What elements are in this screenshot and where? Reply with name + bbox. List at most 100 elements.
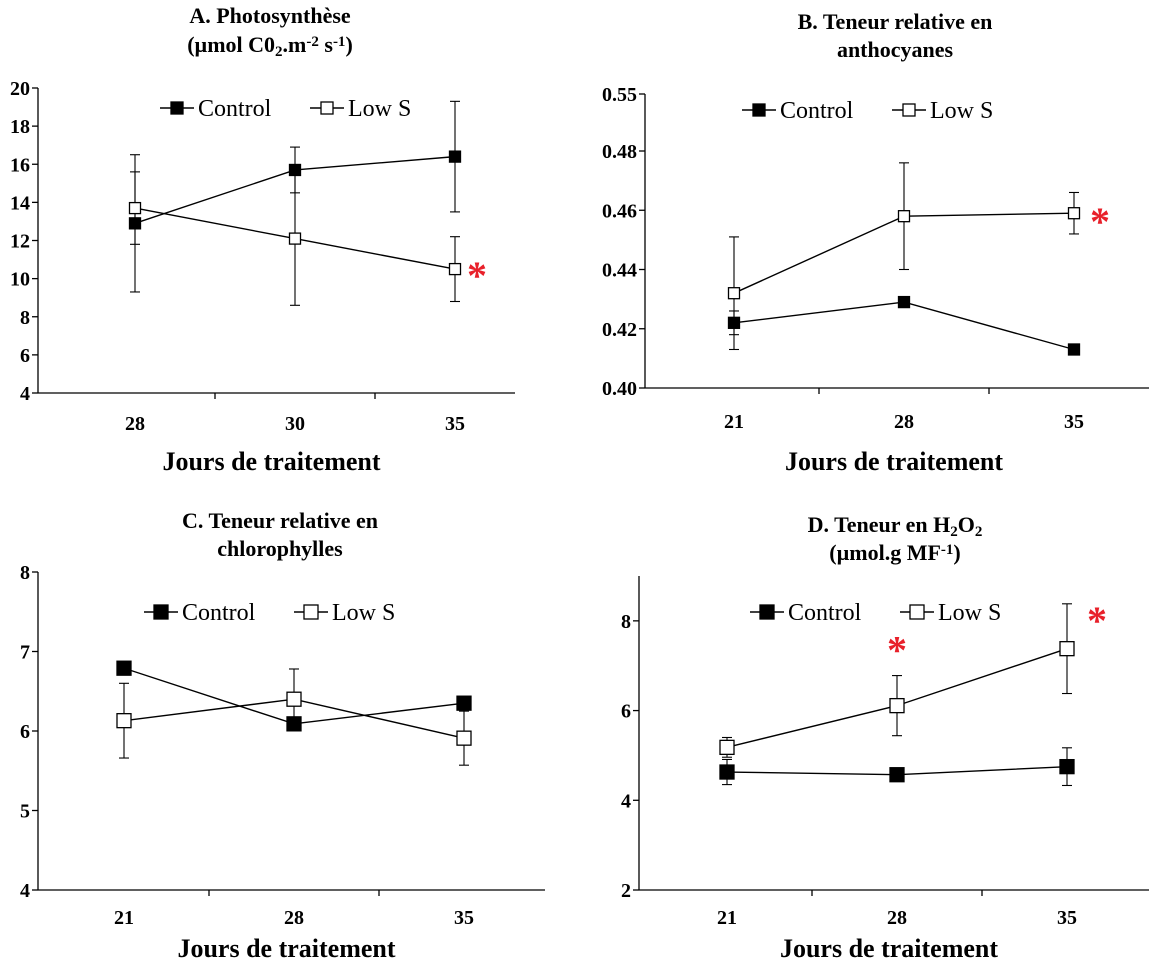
data-point-marker [1059,641,1075,657]
y-tick-label: 14 [10,192,30,214]
series-low-s [727,162,1081,351]
chart-title-line: B. Teneur relative en [798,9,993,34]
legend: Control Low S [144,600,395,626]
y-tick-label: 18 [10,116,30,138]
series-low-s [116,668,472,766]
significance-star: * [1090,199,1110,244]
x-axis-label: Jours de traitement [177,934,395,963]
y-tick-label: 10 [10,269,30,291]
y-tick-label: 7 [20,642,30,664]
legend: Control Low S [160,96,411,122]
series-control [727,295,1081,356]
y-tick-label: 8 [621,611,631,633]
series-control [116,660,472,732]
series-low-s [719,603,1075,758]
data-point-marker [897,210,911,223]
series-low-s [128,171,462,306]
y-tick-label: 8 [20,562,30,584]
legend-marker [909,604,925,620]
data-point-marker [288,232,302,245]
x-tick-label: 28 [284,907,304,929]
data-point-marker [448,150,462,163]
legend-label: Low S [332,600,395,626]
y-tick-label: 0.55 [602,84,637,106]
legend-label: Low S [938,600,1001,626]
legend-marker [320,101,334,115]
data-point-marker [456,695,472,711]
y-tick-label: 4 [20,880,30,902]
y-tick-label: 0.42 [602,319,637,341]
y-tick-label: 2 [621,880,631,902]
significance-star: * [1087,598,1107,643]
data-point-marker [1059,758,1075,775]
x-tick-label: 35 [445,413,465,435]
legend-marker [303,604,319,620]
chart-title-line: D. Teneur en H2O2 [808,512,983,540]
legend: Control Low S [750,600,1001,626]
x-tick-label: 21 [717,907,737,929]
x-tick-label: 35 [454,907,474,929]
legend-label: Low S [348,96,411,122]
y-tick-label: 4 [621,790,631,812]
legend-marker [752,103,766,117]
legend-marker [170,101,184,115]
y-tick-label: 16 [10,154,30,176]
data-point-marker [719,764,735,780]
y-tick-label: 20 [10,78,30,100]
data-point-marker [286,691,302,707]
y-tick-label: 0.40 [602,378,637,400]
chart-title-line: chlorophylles [217,536,343,561]
legend-marker [759,604,775,620]
x-tick-label: 28 [894,411,914,433]
data-point-marker [889,767,905,783]
x-tick-label: 35 [1057,907,1077,929]
data-point-marker [116,713,132,729]
series-line [733,301,1075,351]
legend-marker [153,604,169,620]
chart-title-line: anthocyanes [837,37,954,62]
significance-star: * [887,628,907,673]
x-axis-label: Jours de traitement [162,447,380,476]
chart-panel-b: B. Teneur relative en anthocyanes 0.40 0.42… [602,9,1149,476]
chart-title-line: (µmol.g MF-1) [829,540,960,565]
chart-title-line: A. Photosynthèse [189,3,351,28]
legend-label: Low S [930,98,993,124]
significance-star: * [467,253,487,298]
data-point-marker [727,287,741,300]
y-tick-label: 6 [621,701,631,723]
legend-marker [902,103,916,117]
y-tick-label: 6 [20,345,30,367]
x-axis-label: Jours de traitement [780,934,998,963]
y-tick-label: 5 [20,801,30,823]
data-point-marker [128,201,142,215]
y-tick-label: 12 [10,231,30,253]
x-tick-label: 28 [125,413,145,435]
chart-panel-d: D. Teneur en H2O2(µmol.g MF-1) 2 4 6 8 21 28 35… [621,512,1149,963]
chart-title-line: (µmol C02.m-2 s-1) [187,32,353,60]
legend: Control Low S [742,98,993,124]
y-tick-label: 0.48 [602,141,637,163]
data-point-marker [456,730,472,746]
x-tick-label: 30 [285,413,305,435]
x-tick-label: 21 [724,411,744,433]
legend-label: Control [198,96,272,122]
x-tick-label: 35 [1064,411,1084,433]
data-point-marker [889,697,905,714]
y-tick-label: 0.46 [602,200,637,222]
y-tick-label: 8 [20,307,30,329]
legend-label: Control [788,600,862,626]
series-control [719,747,1075,787]
chart-title-line: C. Teneur relative en [182,508,378,533]
data-point-marker [1067,343,1081,356]
x-tick-label: 28 [887,907,907,929]
legend-label: Control [780,98,854,124]
data-point-marker [897,295,911,309]
data-point-marker [116,660,132,676]
y-tick-label: 6 [20,721,30,743]
y-tick-label: 0.44 [602,260,637,282]
data-point-marker [719,739,735,756]
chart-panel-a: A. Photosynthèse (µmol C02.m-2 s-1) 4 6 8 10 1… [10,3,515,476]
x-axis-label: Jours de traitement [785,447,1003,476]
legend-label: Control [182,600,256,626]
data-point-marker [448,262,462,276]
